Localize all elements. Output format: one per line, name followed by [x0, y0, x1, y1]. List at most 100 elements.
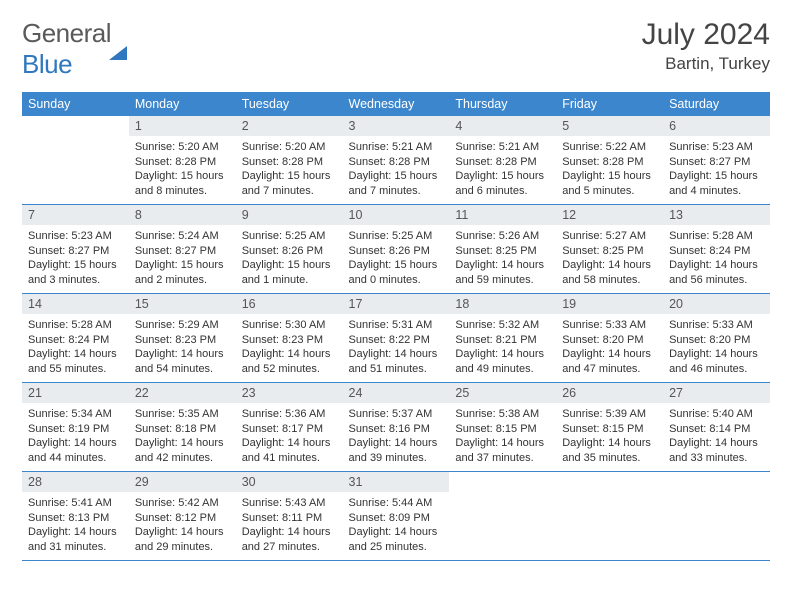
sunrise-line: Sunrise: 5:34 AM — [28, 407, 123, 422]
weekday-header: Saturday — [663, 92, 770, 116]
daylight-line: Daylight: 14 hours and 29 minutes. — [135, 525, 230, 554]
day-body: Sunrise: 5:32 AMSunset: 8:21 PMDaylight:… — [449, 314, 556, 382]
day-number: 14 — [22, 294, 129, 314]
calendar-day: 14Sunrise: 5:28 AMSunset: 8:24 PMDayligh… — [22, 294, 129, 383]
calendar-day: 8Sunrise: 5:24 AMSunset: 8:27 PMDaylight… — [129, 205, 236, 294]
sunrise-line: Sunrise: 5:36 AM — [242, 407, 337, 422]
sunset-line: Sunset: 8:28 PM — [135, 155, 230, 170]
daylight-line: Daylight: 15 hours and 2 minutes. — [135, 258, 230, 287]
sunrise-line: Sunrise: 5:20 AM — [242, 140, 337, 155]
sunset-line: Sunset: 8:28 PM — [349, 155, 444, 170]
day-number: 17 — [343, 294, 450, 314]
sunset-line: Sunset: 8:27 PM — [135, 244, 230, 259]
sunset-line: Sunset: 8:16 PM — [349, 422, 444, 437]
calendar-day: 7Sunrise: 5:23 AMSunset: 8:27 PMDaylight… — [22, 205, 129, 294]
daylight-line: Daylight: 14 hours and 33 minutes. — [669, 436, 764, 465]
sunset-line: Sunset: 8:11 PM — [242, 511, 337, 526]
day-number: 21 — [22, 383, 129, 403]
sunrise-line: Sunrise: 5:21 AM — [349, 140, 444, 155]
daylight-line: Daylight: 14 hours and 25 minutes. — [349, 525, 444, 554]
calendar-day: 9Sunrise: 5:25 AMSunset: 8:26 PMDaylight… — [236, 205, 343, 294]
day-number: 8 — [129, 205, 236, 225]
sunrise-line: Sunrise: 5:23 AM — [28, 229, 123, 244]
sunrise-line: Sunrise: 5:20 AM — [135, 140, 230, 155]
day-body: Sunrise: 5:28 AMSunset: 8:24 PMDaylight:… — [22, 314, 129, 382]
day-number: 13 — [663, 205, 770, 225]
daylight-line: Daylight: 14 hours and 51 minutes. — [349, 347, 444, 376]
daylight-line: Daylight: 14 hours and 31 minutes. — [28, 525, 123, 554]
calendar-day: 1Sunrise: 5:20 AMSunset: 8:28 PMDaylight… — [129, 116, 236, 205]
sunrise-line: Sunrise: 5:41 AM — [28, 496, 123, 511]
day-body: Sunrise: 5:23 AMSunset: 8:27 PMDaylight:… — [22, 225, 129, 293]
sunrise-line: Sunrise: 5:37 AM — [349, 407, 444, 422]
sunset-line: Sunset: 8:20 PM — [669, 333, 764, 348]
day-number: 18 — [449, 294, 556, 314]
header: General Blue July 2024 Bartin, Turkey — [22, 18, 770, 80]
daylight-line: Daylight: 14 hours and 54 minutes. — [135, 347, 230, 376]
daylight-line: Daylight: 14 hours and 35 minutes. — [562, 436, 657, 465]
day-body: Sunrise: 5:31 AMSunset: 8:22 PMDaylight:… — [343, 314, 450, 382]
day-number: 24 — [343, 383, 450, 403]
weekday-header: Friday — [556, 92, 663, 116]
sunset-line: Sunset: 8:18 PM — [135, 422, 230, 437]
sunrise-line: Sunrise: 5:29 AM — [135, 318, 230, 333]
calendar-day: 19Sunrise: 5:33 AMSunset: 8:20 PMDayligh… — [556, 294, 663, 383]
day-number: 1 — [129, 116, 236, 136]
calendar-day: 15Sunrise: 5:29 AMSunset: 8:23 PMDayligh… — [129, 294, 236, 383]
calendar-empty — [663, 472, 770, 561]
day-body: Sunrise: 5:24 AMSunset: 8:27 PMDaylight:… — [129, 225, 236, 293]
day-number: 22 — [129, 383, 236, 403]
day-body: Sunrise: 5:44 AMSunset: 8:09 PMDaylight:… — [343, 492, 450, 560]
day-body: Sunrise: 5:21 AMSunset: 8:28 PMDaylight:… — [343, 136, 450, 204]
calendar-day: 2Sunrise: 5:20 AMSunset: 8:28 PMDaylight… — [236, 116, 343, 205]
daylight-line: Daylight: 14 hours and 37 minutes. — [455, 436, 550, 465]
calendar-day: 6Sunrise: 5:23 AMSunset: 8:27 PMDaylight… — [663, 116, 770, 205]
logo: General Blue — [22, 18, 127, 80]
sunset-line: Sunset: 8:22 PM — [349, 333, 444, 348]
sunrise-line: Sunrise: 5:38 AM — [455, 407, 550, 422]
day-number: 25 — [449, 383, 556, 403]
day-number: 7 — [22, 205, 129, 225]
sunset-line: Sunset: 8:17 PM — [242, 422, 337, 437]
day-number: 27 — [663, 383, 770, 403]
sunrise-line: Sunrise: 5:42 AM — [135, 496, 230, 511]
daylight-line: Daylight: 15 hours and 8 minutes. — [135, 169, 230, 198]
sunset-line: Sunset: 8:27 PM — [669, 155, 764, 170]
day-body: Sunrise: 5:43 AMSunset: 8:11 PMDaylight:… — [236, 492, 343, 560]
day-body: Sunrise: 5:21 AMSunset: 8:28 PMDaylight:… — [449, 136, 556, 204]
day-number: 10 — [343, 205, 450, 225]
title-block: July 2024 Bartin, Turkey — [642, 18, 770, 74]
daylight-line: Daylight: 14 hours and 47 minutes. — [562, 347, 657, 376]
calendar-day: 3Sunrise: 5:21 AMSunset: 8:28 PMDaylight… — [343, 116, 450, 205]
sunrise-line: Sunrise: 5:31 AM — [349, 318, 444, 333]
daylight-line: Daylight: 15 hours and 5 minutes. — [562, 169, 657, 198]
day-number: 15 — [129, 294, 236, 314]
calendar-day: 17Sunrise: 5:31 AMSunset: 8:22 PMDayligh… — [343, 294, 450, 383]
day-body: Sunrise: 5:36 AMSunset: 8:17 PMDaylight:… — [236, 403, 343, 471]
day-number: 2 — [236, 116, 343, 136]
page-title: July 2024 — [642, 18, 770, 52]
location: Bartin, Turkey — [642, 54, 770, 74]
sunset-line: Sunset: 8:28 PM — [562, 155, 657, 170]
daylight-line: Daylight: 14 hours and 52 minutes. — [242, 347, 337, 376]
daylight-line: Daylight: 14 hours and 58 minutes. — [562, 258, 657, 287]
daylight-line: Daylight: 14 hours and 56 minutes. — [669, 258, 764, 287]
calendar-week: 7Sunrise: 5:23 AMSunset: 8:27 PMDaylight… — [22, 205, 770, 294]
calendar-empty — [556, 472, 663, 561]
day-body: Sunrise: 5:20 AMSunset: 8:28 PMDaylight:… — [129, 136, 236, 204]
day-body: Sunrise: 5:27 AMSunset: 8:25 PMDaylight:… — [556, 225, 663, 293]
sunset-line: Sunset: 8:15 PM — [562, 422, 657, 437]
sunset-line: Sunset: 8:14 PM — [669, 422, 764, 437]
calendar-day: 28Sunrise: 5:41 AMSunset: 8:13 PMDayligh… — [22, 472, 129, 561]
logo-word2: Blue — [22, 49, 72, 79]
day-body: Sunrise: 5:42 AMSunset: 8:12 PMDaylight:… — [129, 492, 236, 560]
day-body: Sunrise: 5:37 AMSunset: 8:16 PMDaylight:… — [343, 403, 450, 471]
day-body: Sunrise: 5:39 AMSunset: 8:15 PMDaylight:… — [556, 403, 663, 471]
calendar-day: 12Sunrise: 5:27 AMSunset: 8:25 PMDayligh… — [556, 205, 663, 294]
day-number: 4 — [449, 116, 556, 136]
day-number: 6 — [663, 116, 770, 136]
weekday-header: Wednesday — [343, 92, 450, 116]
weekday-header: Tuesday — [236, 92, 343, 116]
day-body: Sunrise: 5:20 AMSunset: 8:28 PMDaylight:… — [236, 136, 343, 204]
sunrise-line: Sunrise: 5:44 AM — [349, 496, 444, 511]
